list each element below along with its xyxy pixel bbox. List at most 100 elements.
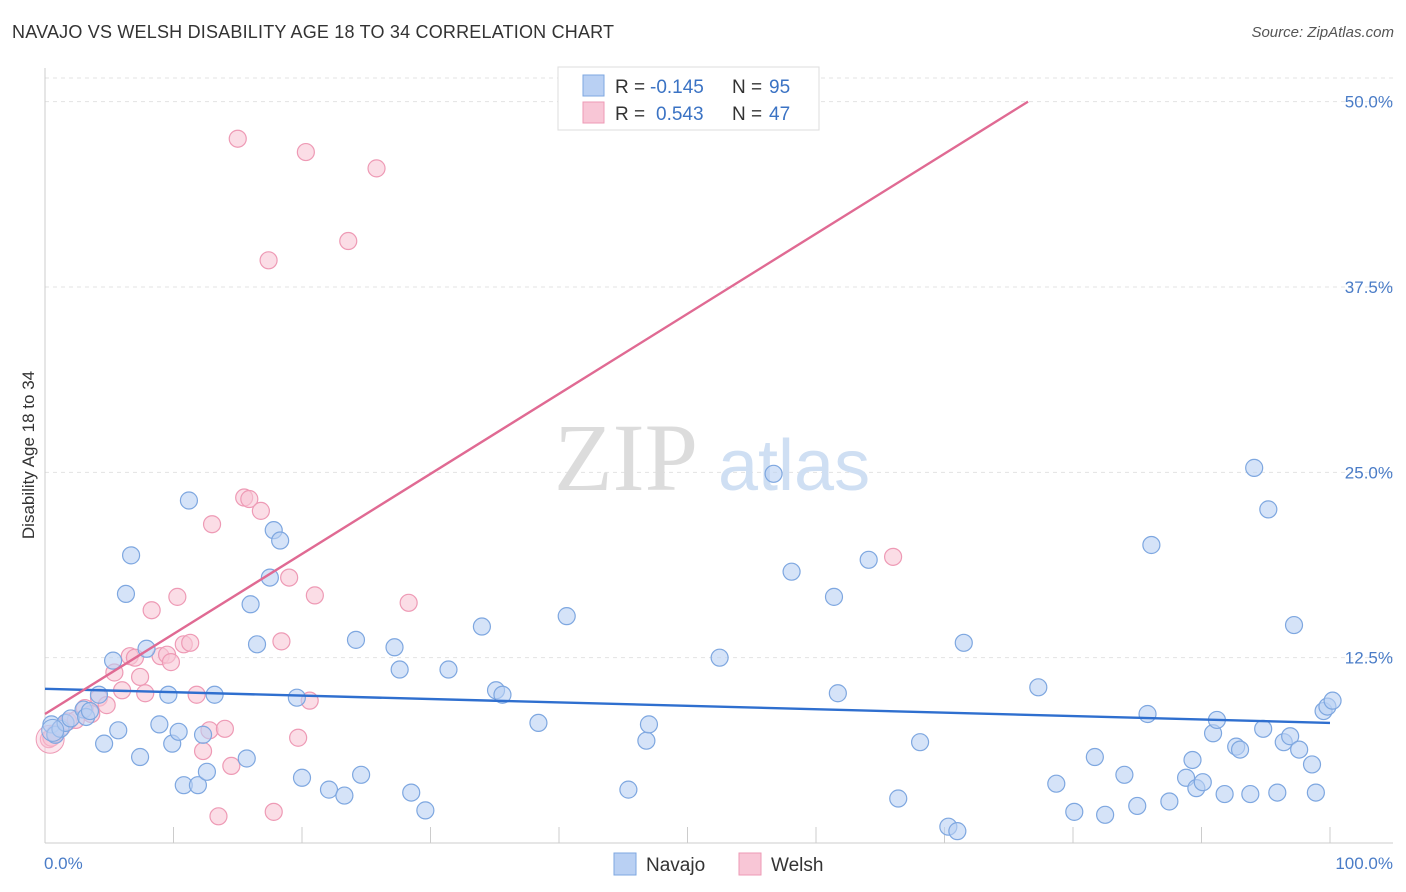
navajo-point [1029,678,1048,697]
navajo-point [116,584,136,604]
navajo-point [1128,796,1147,816]
navajo-point [260,568,279,587]
navajo-point [948,822,967,841]
chart-source: Source: ZipAtlas.com [1251,24,1394,41]
navajo-point [130,747,150,767]
navajo-point [1254,719,1273,738]
series-legend: Navajo Welsh [613,852,823,876]
navajo-point [824,587,844,606]
chart-title: NAVAJO VS WELSH DISABILITY AGE 18 TO 34 … [12,22,615,42]
navajo-point [188,776,208,795]
navajo-point [292,768,312,787]
navajo-point [1323,691,1342,710]
navajo-point [159,685,178,704]
navajo-point [335,786,354,805]
welsh-point [209,807,228,826]
navajo-point [1096,805,1115,824]
navajo-point [237,749,256,768]
navajo-point [1193,773,1212,792]
navajo-point [385,638,404,657]
navajo-point [954,633,973,652]
navajo-point [287,688,306,707]
navajo-point [1241,784,1260,804]
stats-legend: R = -0.145 N = 95 R = 0.543 N = 47 [557,66,820,131]
navajo-point [1085,747,1104,767]
welsh-point [136,684,155,703]
welsh-point [193,741,213,761]
y-tick-labels: 12.5% 25.0% 37.5% 50.0% [1345,93,1393,668]
navajo-point [319,780,339,799]
navajo-point [247,635,267,654]
navajo-point [179,491,199,510]
welsh-point [168,587,187,606]
navajo-point [1142,535,1161,555]
navajo-point [637,731,656,750]
welsh-point [202,515,222,534]
navajo-point [104,651,123,670]
navajo-point [193,725,213,744]
welsh-point [305,586,324,605]
welsh-point [296,142,315,162]
navajo-points [41,458,1342,841]
navajo-r-value: -0.145 [650,77,704,98]
welsh-point [187,685,206,704]
navajo-cluster-point [41,718,65,742]
watermark-atlas: atlas [718,426,870,506]
y-tick-label: 25.0% [1345,463,1393,482]
navajo-point [390,660,409,679]
navajo-point [1160,792,1179,811]
welsh-point [367,159,386,178]
y-tick-label: 12.5% [1345,649,1393,668]
navajo-point [1047,774,1066,793]
welsh-point [130,667,150,687]
navajo-trend-line [44,687,1331,725]
navajo-point [271,531,290,550]
welsh-point [280,568,299,587]
welsh-point [222,756,241,776]
navajo-point [828,684,847,703]
navajo-point [150,715,169,734]
navajo-point [1268,783,1287,802]
watermark-zip: ZIP [554,404,698,511]
navajo-point [1245,458,1264,477]
navajo-point [346,630,366,649]
navajo-point [472,617,491,636]
grid-lines [45,77,1393,659]
navajo-point [529,713,548,733]
trend-lines [44,100,1331,725]
welsh-point [161,653,181,672]
welsh-point [883,547,903,566]
navajo-point [95,734,114,753]
navajo-point [1183,750,1202,770]
welsh-point [264,802,283,821]
y-axis-label: Disability Age 18 to 34 [19,371,38,539]
navajo-point [1281,727,1300,746]
navajo-point [1284,615,1304,635]
navajo-point [889,789,908,808]
navajo-point [493,685,512,704]
navajo-point [1302,755,1322,774]
x-tick-label-min: 0.0% [44,854,83,873]
navajo-point [782,562,801,581]
welsh-n-value: 47 [769,104,790,125]
welsh-point [215,719,234,738]
navajo-point [1230,740,1250,759]
navajo-point [764,464,783,483]
welsh-point [240,489,259,509]
welsh-r-label: R = [615,104,645,125]
navajo-point [910,733,930,752]
navajo-point [89,685,109,704]
navajo-point [1215,784,1234,804]
navajo-series-swatch [613,852,637,876]
welsh-point [399,593,418,612]
welsh-point [181,633,200,652]
navajo-point [710,648,729,667]
navajo-point [859,550,878,569]
navajo-point [639,715,659,734]
navajo-point [1259,500,1278,519]
welsh-point [251,501,270,520]
welsh-trend-line [44,100,1029,716]
welsh-point [142,601,161,620]
welsh-point [272,632,291,651]
